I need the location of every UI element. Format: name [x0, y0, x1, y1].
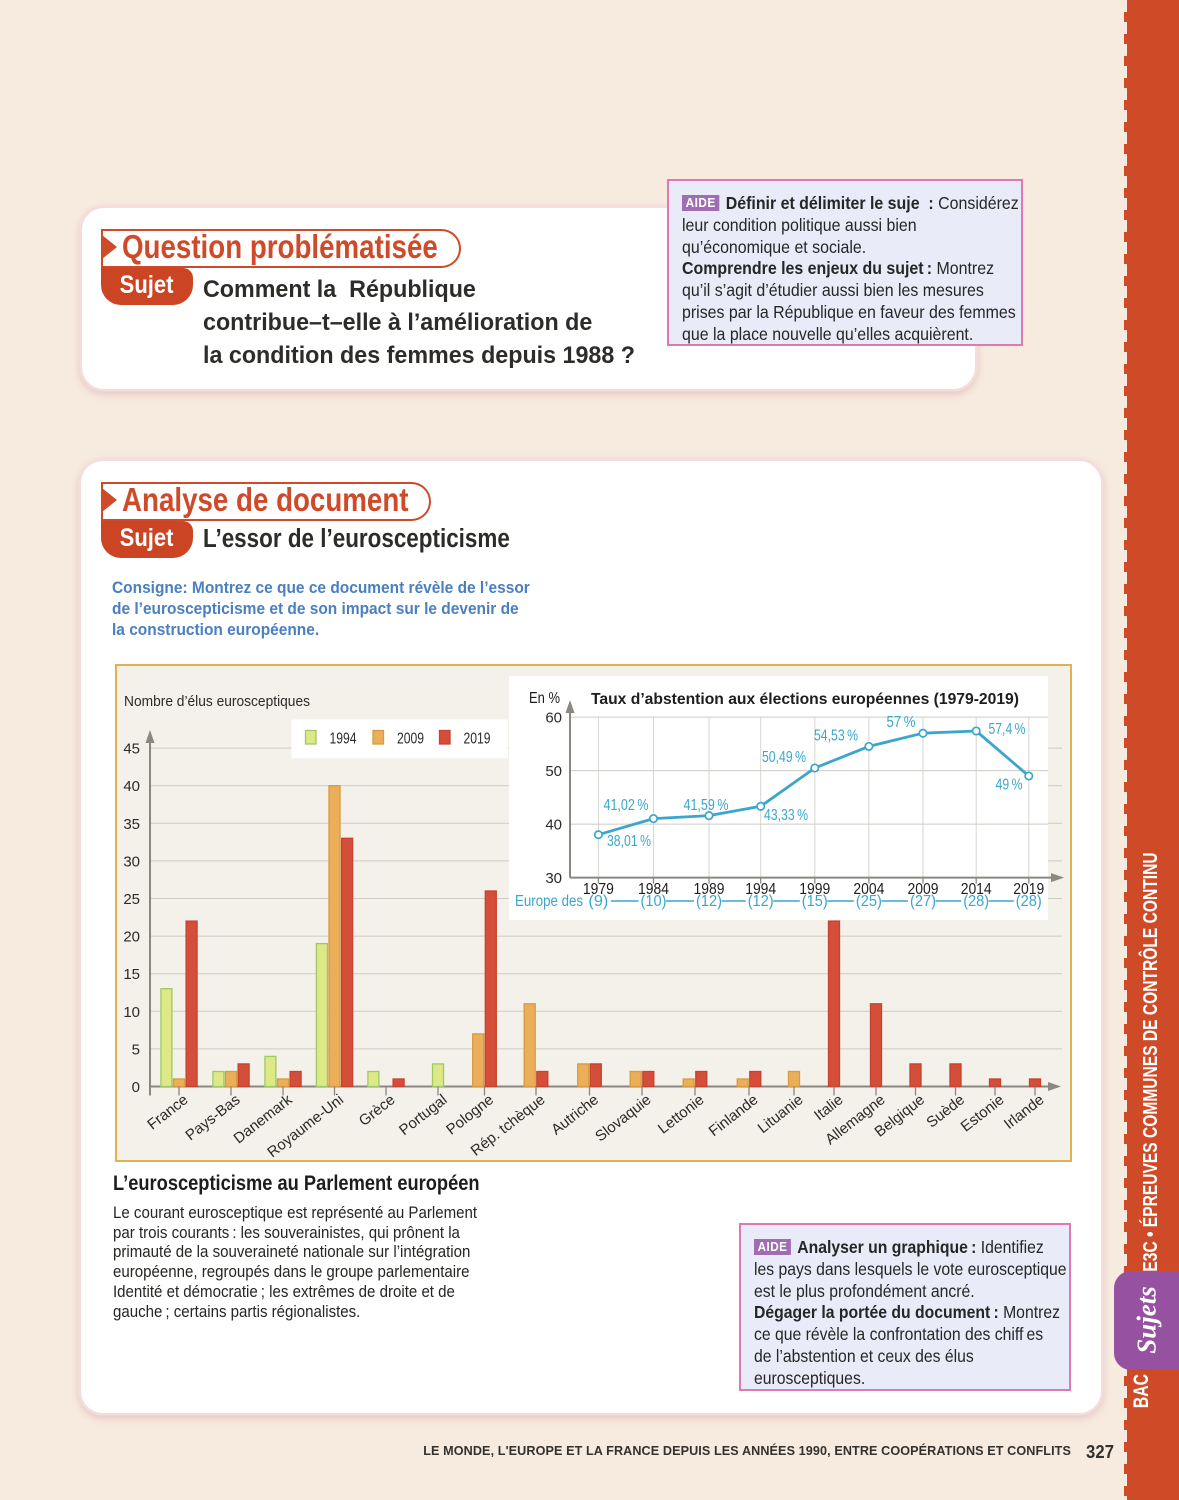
svg-text:50: 50	[545, 763, 562, 780]
svg-text:57 %: 57 %	[887, 714, 916, 731]
svg-text:35: 35	[123, 816, 140, 833]
svg-text:40: 40	[123, 778, 140, 795]
svg-text:1979: 1979	[583, 881, 614, 898]
svg-text:38,01 %: 38,01 %	[607, 833, 651, 850]
svg-text:5: 5	[132, 1041, 140, 1058]
svg-text:(12): (12)	[748, 893, 774, 910]
svg-text:Nombre d’élus eurosceptiques: Nombre d’élus eurosceptiques	[124, 693, 310, 710]
svg-text:(28): (28)	[1016, 893, 1042, 910]
svg-text:(25): (25)	[856, 893, 882, 910]
svg-text:1994: 1994	[330, 731, 357, 748]
svg-text:30: 30	[545, 870, 562, 887]
svg-text:41,59 %: 41,59 %	[684, 797, 729, 814]
svg-text:15: 15	[123, 966, 140, 983]
svg-text:40: 40	[545, 817, 562, 834]
svg-text:(28): (28)	[963, 893, 989, 910]
svg-text:20: 20	[123, 929, 140, 946]
svg-text:En %: En %	[529, 690, 560, 707]
svg-text:2014: 2014	[961, 881, 992, 898]
svg-text:2019: 2019	[1013, 881, 1044, 898]
svg-text:30: 30	[123, 853, 140, 870]
svg-text:Europe des: Europe des	[515, 893, 583, 910]
svg-text:2004: 2004	[853, 881, 884, 898]
svg-text:57,4 %: 57,4 %	[989, 721, 1026, 738]
svg-text:49 %: 49 %	[996, 777, 1023, 794]
svg-text:(27): (27)	[910, 893, 936, 910]
svg-text:1999: 1999	[799, 881, 830, 898]
svg-text:45: 45	[123, 741, 140, 758]
svg-text:Taux d’abstention aux élection: Taux d’abstention aux élections européen…	[591, 691, 1019, 708]
svg-text:(9): (9)	[588, 893, 608, 910]
svg-text:(12): (12)	[696, 893, 722, 910]
svg-text:(15): (15)	[802, 893, 828, 910]
svg-text:41,02 %: 41,02 %	[604, 797, 649, 814]
svg-text:54,53 %: 54,53 %	[814, 728, 858, 745]
svg-text:2019: 2019	[464, 731, 491, 748]
svg-text:1984: 1984	[638, 881, 669, 898]
svg-text:2009: 2009	[908, 881, 939, 898]
svg-text:50,49 %: 50,49 %	[762, 749, 806, 766]
svg-text:2009: 2009	[397, 731, 424, 748]
svg-text:1994: 1994	[745, 881, 776, 898]
svg-text:(10): (10)	[641, 893, 667, 910]
svg-text:60: 60	[545, 710, 562, 727]
svg-text:0: 0	[132, 1079, 140, 1096]
svg-text:43,33 %: 43,33 %	[764, 807, 808, 824]
svg-text:10: 10	[123, 1004, 140, 1021]
svg-text:1989: 1989	[694, 881, 725, 898]
svg-text:25: 25	[123, 891, 140, 908]
